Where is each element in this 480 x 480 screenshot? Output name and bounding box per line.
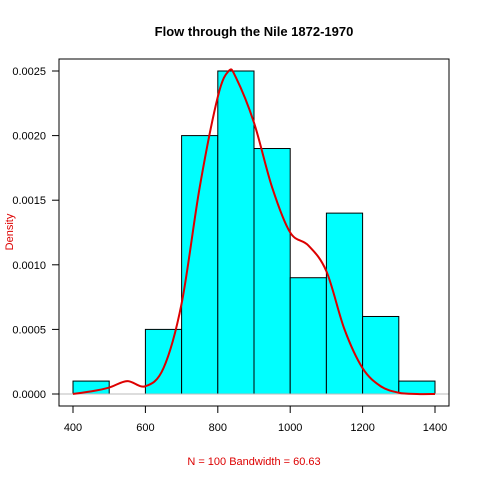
x-tick-label: 400 [64,422,82,434]
density-summary-label: N = 100 Bandwidth = 60.63 [187,456,320,468]
y-axis-label: Density [4,213,16,250]
density-curve [72,68,436,396]
histogram-bar [362,315,400,395]
x-axis: 400 600 800 1000 1200 1400 [64,405,447,434]
x-tick-label: 1400 [423,422,447,434]
y-tick-label: 0.0010 [12,260,46,272]
histogram-bar [325,212,364,395]
histogram-bars [72,70,436,395]
y-tick-label: 0.0000 [12,389,46,401]
x-tick-label: 1000 [278,422,302,434]
y-tick-label: 0.0025 [12,66,46,78]
x-tick-label: 800 [209,422,227,434]
y-tick-label: 0.0005 [12,324,46,336]
x-tick-label: 1200 [350,422,374,434]
y-tick-label: 0.0020 [12,131,46,143]
chart-title: Flow through the Nile 1872-1970 [155,24,354,39]
x-tick-label: 600 [136,422,154,434]
y-tick-label: 0.0015 [12,195,46,207]
y-axis: 0.0000 0.0005 0.0010 0.0015 0.0020 0.0025 [12,66,60,401]
histogram-bar [217,70,255,395]
histogram-bar [398,380,436,395]
histogram-bar [289,277,327,395]
